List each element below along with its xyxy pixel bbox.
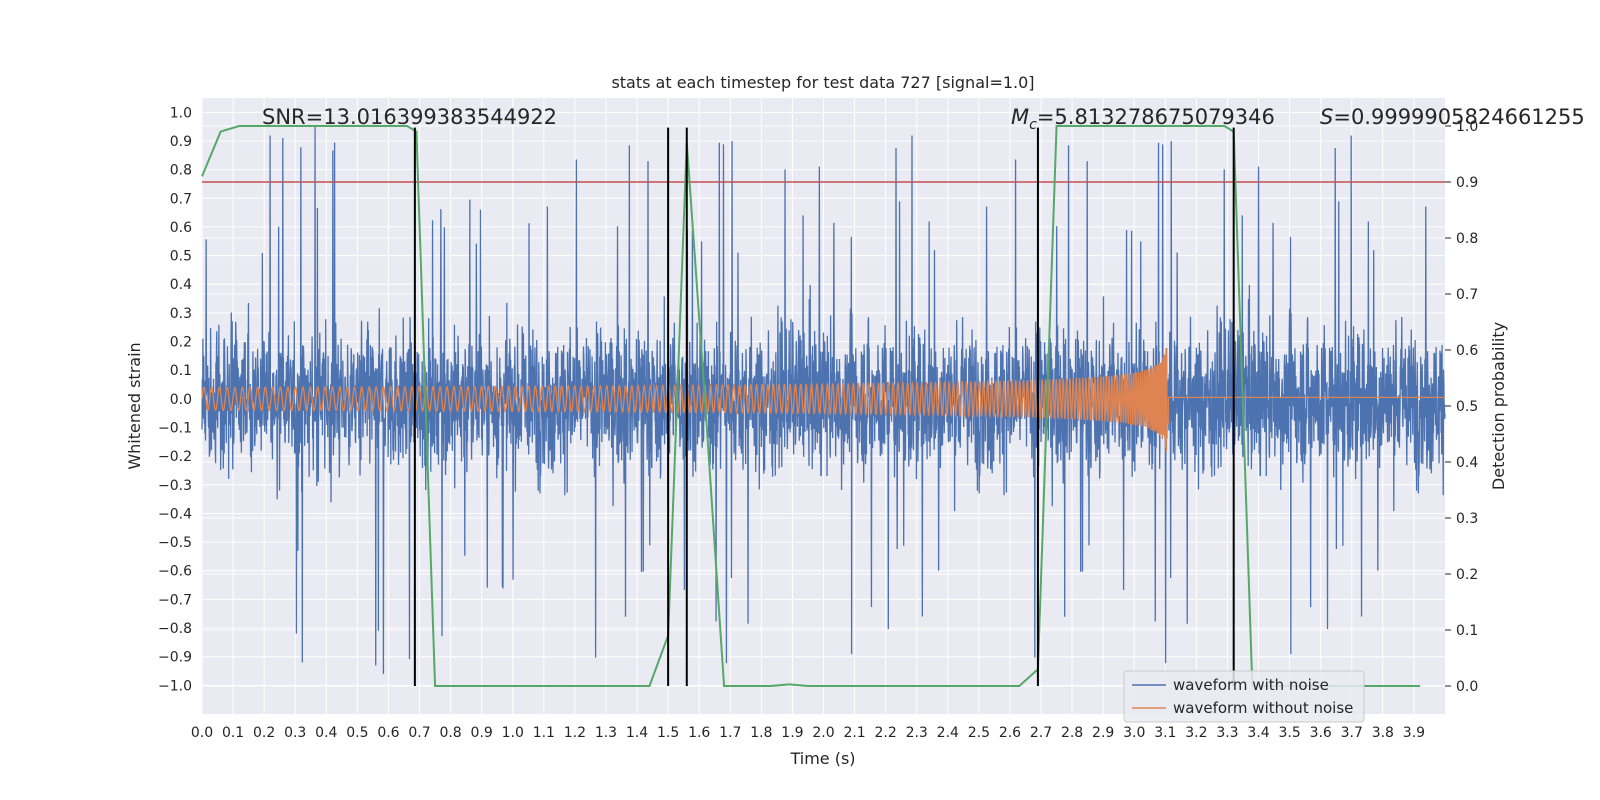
x-tick-label: 1.1 xyxy=(533,725,555,741)
x-tick-label: 3.6 xyxy=(1310,725,1332,741)
y-tick-label: 0.7 xyxy=(170,191,192,207)
y-tick-label: 0.1 xyxy=(170,363,192,379)
x-tick-label: 0.9 xyxy=(471,725,493,741)
vertical-markers xyxy=(413,127,1235,686)
y-tick-labels: 1.0 0.9 0.8 0.7 0.6 0.5 0.4 0.3 0.2 0.1 0.0 −0.1 −0.… xyxy=(158,105,192,694)
y-tick-label: −0.9 xyxy=(158,650,192,666)
x-tick-label: 1.6 xyxy=(688,725,710,741)
x-tick-label: 3.8 xyxy=(1372,725,1394,741)
x-tick-label: 1.2 xyxy=(564,725,586,741)
y-tick-label: −0.6 xyxy=(158,564,192,580)
y-tick-label: 0.5 xyxy=(170,249,192,265)
series-waveform-with-noise xyxy=(201,124,1446,675)
y-tick-label: −0.4 xyxy=(158,506,192,522)
x-tick-label: 2.8 xyxy=(1061,725,1083,741)
y-tick-label: −0.7 xyxy=(158,592,192,608)
series-detection-probability xyxy=(201,125,1421,687)
x-tick-label: 3.5 xyxy=(1278,725,1300,741)
x-tick-label: 2.3 xyxy=(906,725,928,741)
y2-tick-label: 0.1 xyxy=(1456,623,1478,639)
x-tick-label: 1.7 xyxy=(719,725,741,741)
y-tick-label: −1.0 xyxy=(158,678,192,694)
y2-tick-label: 0.5 xyxy=(1456,399,1478,415)
legend-label-clean: waveform without noise xyxy=(1173,699,1353,717)
x-tick-label: 0.3 xyxy=(284,725,306,741)
y2-tick-label: 0.9 xyxy=(1456,175,1478,191)
y2-tick-label: 0.0 xyxy=(1456,679,1478,695)
chirp-mass-value: =5.813278675079346 xyxy=(1037,105,1275,129)
chirp-mass-subscript: c xyxy=(1029,117,1037,133)
x-tick-labels: 0.0 0.1 0.2 0.3 0.4 0.5 0.6 0.7 0.8 0.9 1.0 1.1 1.2 1… xyxy=(191,725,1425,741)
y-tick-label: −0.5 xyxy=(158,535,192,551)
x-tick-label: 1.8 xyxy=(750,725,772,741)
y2-tick-label: 1.0 xyxy=(1456,119,1478,135)
x-tick-label: 3.4 xyxy=(1247,725,1269,741)
score-value: =0.9999905824661255 xyxy=(1333,105,1584,129)
x-tick-label: 3.7 xyxy=(1341,725,1363,741)
x-tick-label: 3.9 xyxy=(1403,725,1425,741)
score-annotation: S=0.9999905824661255 xyxy=(1320,105,1585,129)
y2-tick-label: 0.2 xyxy=(1456,567,1478,583)
y-tick-label: 0.8 xyxy=(170,163,192,179)
snr-annotation: SNR=13.016399383544922 xyxy=(262,105,557,129)
x-tick-label: 0.1 xyxy=(222,725,244,741)
y-tick-label: 0.6 xyxy=(170,220,192,236)
y2-tick-label: 0.7 xyxy=(1456,287,1478,303)
y-tick-label: −0.2 xyxy=(158,449,192,465)
y2-axis-label: Detection probability xyxy=(1489,322,1508,490)
y2-tick-label: 0.8 xyxy=(1456,231,1478,247)
y-tick-label: −0.8 xyxy=(158,621,192,637)
x-tick-label: 2.7 xyxy=(1030,725,1052,741)
y2-tick-label: 0.6 xyxy=(1456,343,1478,359)
x-tick-label: 1.9 xyxy=(781,725,803,741)
series-waveform-without-noise xyxy=(201,347,1445,452)
x-tick-label: 2.1 xyxy=(843,725,865,741)
y-axis-label: Whitened strain xyxy=(125,342,144,469)
x-tick-label: 0.8 xyxy=(439,725,461,741)
y-tick-label: 0.4 xyxy=(170,277,192,293)
chirp-mass-annotation: Mc=5.813278675079346 xyxy=(1011,105,1275,133)
y-tick-label: 0.2 xyxy=(170,335,192,351)
y-tick-label: 1.0 xyxy=(170,105,192,121)
x-tick-label: 0.4 xyxy=(315,725,337,741)
legend: waveform with noise waveform without noi… xyxy=(1123,670,1365,723)
x-tick-label: 1.3 xyxy=(595,725,617,741)
y2-tick-label: 0.4 xyxy=(1456,455,1478,471)
x-tick-label: 0.2 xyxy=(253,725,275,741)
y2-tick-labels: 1.0 0.9 0.8 0.7 0.6 0.5 0.4 0.3 0.2 0.1 0.0 xyxy=(1445,119,1478,695)
score-symbol: S xyxy=(1320,105,1333,129)
x-axis-label: Time (s) xyxy=(789,749,855,768)
x-tick-label: 1.5 xyxy=(657,725,679,741)
legend-label-noisy: waveform with noise xyxy=(1173,676,1329,694)
x-tick-label: 2.0 xyxy=(812,725,834,741)
x-tick-label: 3.1 xyxy=(1154,725,1176,741)
x-tick-label: 3.3 xyxy=(1216,725,1238,741)
x-tick-label: 3.2 xyxy=(1185,725,1207,741)
chirp-mass-symbol: M xyxy=(1011,105,1029,129)
x-tick-label: 0.0 xyxy=(191,725,213,741)
x-tick-label: 0.5 xyxy=(346,725,368,741)
x-tick-label: 2.2 xyxy=(875,725,897,741)
y2-tick-label: 0.3 xyxy=(1456,511,1478,527)
y-tick-label: 0.0 xyxy=(170,392,192,408)
y-tick-label: 0.9 xyxy=(170,134,192,150)
x-tick-label: 2.4 xyxy=(937,725,959,741)
series-layer xyxy=(201,124,1446,687)
chart-title: stats at each timestep for test data 727… xyxy=(611,73,1034,92)
x-tick-label: 2.5 xyxy=(968,725,990,741)
y-tick-label: −0.3 xyxy=(158,478,192,494)
legend-box xyxy=(1123,670,1365,723)
x-tick-label: 1.4 xyxy=(626,725,648,741)
x-tick-label: 0.7 xyxy=(408,725,430,741)
x-tick-label: 3.0 xyxy=(1123,725,1145,741)
x-tick-label: 1.0 xyxy=(502,725,524,741)
x-tick-label: 2.9 xyxy=(1092,725,1114,741)
y-tick-label: 0.3 xyxy=(170,306,192,322)
y-tick-label: −0.1 xyxy=(158,420,192,436)
x-tick-label: 0.6 xyxy=(377,725,399,741)
x-tick-label: 2.6 xyxy=(999,725,1021,741)
